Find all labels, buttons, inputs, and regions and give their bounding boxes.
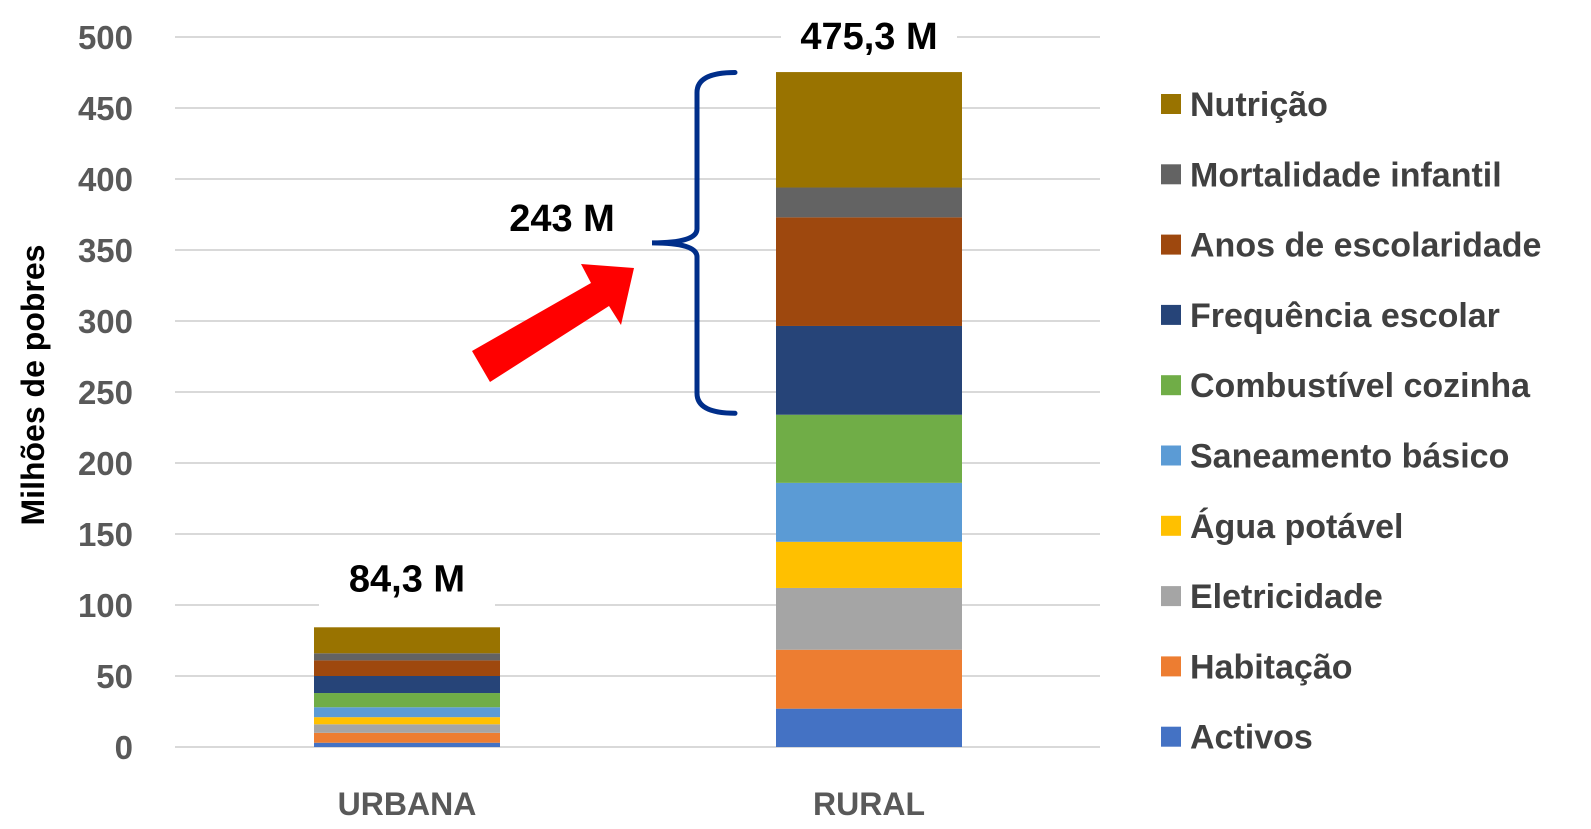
bar-segment-urbana-9 — [314, 627, 500, 654]
y-tick-label: 500 — [78, 19, 133, 56]
bar-segment-urbana-8 — [314, 653, 500, 661]
bar-segment-rural-8 — [776, 187, 962, 218]
legend-swatch — [1161, 586, 1181, 607]
total-label-rural: 475,3 M — [800, 16, 937, 58]
bar-segment-urbana-2 — [314, 724, 500, 733]
annotation-label: 243 M — [509, 198, 615, 240]
y-tick-label: 0 — [115, 729, 133, 766]
legend-swatch — [1161, 656, 1181, 677]
bar-segment-rural-9 — [776, 72, 962, 188]
legend-label: Anos de escolaridade — [1190, 227, 1541, 265]
y-axis-ticks: 0 50 100 150 200 250 300 350 400 450 500 — [78, 19, 133, 766]
legend-swatch — [1161, 515, 1181, 536]
total-label-bg — [319, 548, 495, 607]
x-category-label: URBANA — [338, 786, 477, 822]
bar-segment-rural-4 — [776, 482, 962, 542]
bar-segment-urbana-3 — [314, 717, 500, 725]
bar-segment-urbana-5 — [314, 693, 500, 708]
annotation-label-bg — [483, 190, 633, 248]
legend-label: Saneamento básico — [1190, 438, 1509, 476]
x-axis-categories: URBANA RURAL — [338, 786, 925, 822]
bar-segment-urbana-4 — [314, 707, 500, 718]
bar-segment-rural-3 — [776, 541, 962, 588]
legend-label: Activos — [1190, 719, 1313, 757]
total-label-urbana: 84,3 M — [349, 558, 465, 600]
y-tick-label: 100 — [78, 587, 133, 624]
legend-swatch — [1161, 164, 1181, 185]
bar-segment-rural-5 — [776, 414, 962, 483]
y-tick-label: 450 — [78, 90, 133, 127]
legend-swatch — [1161, 375, 1181, 396]
bar-segment-rural-7 — [776, 217, 962, 326]
bar-segment-rural-1 — [776, 649, 962, 709]
bar-segment-urbana-0 — [314, 742, 500, 747]
annotation: 243 M — [472, 70, 738, 416]
y-tick-label: 350 — [78, 232, 133, 269]
bar-segment-rural-2 — [776, 587, 962, 650]
y-tick-label: 400 — [78, 161, 133, 198]
x-category-label: RURAL — [813, 786, 925, 822]
legend-label: Água potável — [1190, 508, 1403, 546]
bar-segment-urbana-7 — [314, 660, 500, 676]
legend-label: Frequência escolar — [1190, 297, 1500, 335]
legend-swatch — [1161, 726, 1181, 747]
legend-label: Nutrição — [1190, 86, 1328, 124]
bar-segment-rural-6 — [776, 325, 962, 415]
bar-segment-urbana-6 — [314, 676, 500, 694]
legend-label: Habitação — [1190, 648, 1353, 686]
legend-swatch — [1161, 94, 1181, 114]
legend-label: Combustível cozinha — [1190, 367, 1531, 405]
legend-swatch — [1161, 304, 1181, 325]
legend-swatch — [1161, 445, 1181, 466]
y-tick-label: 150 — [78, 516, 133, 553]
y-tick-label: 200 — [78, 445, 133, 482]
red-arrow-icon — [472, 264, 634, 382]
total-label-bg — [781, 6, 957, 64]
y-axis-title: Milhões de pobres — [15, 245, 51, 526]
legend: Nutrição Mortalidade infantil Anos de esco… — [1161, 86, 1541, 757]
y-tick-label: 50 — [96, 658, 133, 695]
curly-brace — [651, 70, 738, 416]
total-labels: 84,3 M 475,3 M — [319, 6, 957, 607]
legend-swatch — [1161, 234, 1181, 255]
bar-segment-urbana-1 — [314, 732, 500, 743]
legend-label: Mortalidade infantil — [1190, 156, 1502, 194]
legend-label: Eletricidade — [1190, 578, 1383, 616]
bar-segment-rural-0 — [776, 708, 962, 747]
y-tick-label: 250 — [78, 374, 133, 411]
bars — [314, 72, 962, 747]
y-tick-label: 300 — [78, 303, 133, 340]
